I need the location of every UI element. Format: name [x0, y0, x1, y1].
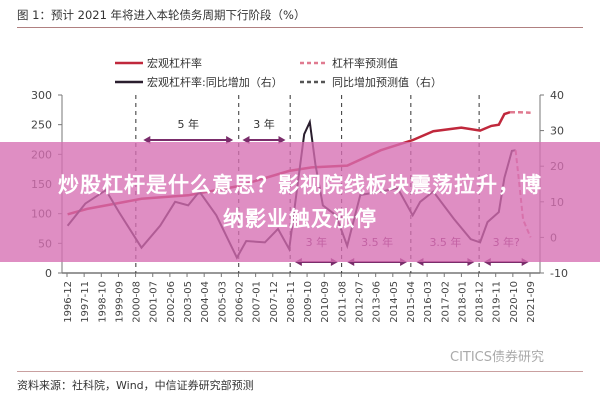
legend-label: 同比增加预测值（右） [332, 75, 442, 89]
legend-label: 杠杆率预测值 [332, 56, 398, 70]
duration-label: 3 年 [253, 117, 275, 131]
x-tick-label: 2000-08 [132, 281, 143, 323]
x-tick-label: 2009-10 [303, 281, 314, 323]
x-tick-label: 2018-12 [475, 281, 486, 323]
x-tick-label: 2003-05 [183, 281, 194, 323]
left-tick-label: 250 [31, 119, 52, 132]
x-tick-label: 2016-03 [423, 281, 434, 323]
figure-title: 图 1：预计 2021 年将进入本轮债务周期下行阶段（%） [17, 8, 306, 22]
x-tick-label: 1999-09 [114, 281, 125, 323]
x-tick-label: 2015-04 [406, 281, 417, 323]
right-tick-label: 40 [550, 89, 564, 102]
headline-line-2: 纳影业触及涨停 [223, 207, 377, 231]
x-tick-label: 2012-07 [355, 281, 366, 323]
x-tick-label: 2011-08 [337, 281, 348, 323]
watermark-logo: CITICS债券研究 [450, 350, 545, 365]
x-tick-label: 1997-11 [80, 281, 91, 323]
x-tick-label: 2004-04 [200, 281, 211, 323]
x-tick-label: 2007-01 [252, 281, 263, 323]
footer-divider [17, 371, 583, 372]
x-tick-label: 2018-01 [457, 281, 468, 323]
legend-label: 宏观杠杆率:同比增加（右） [147, 75, 283, 89]
x-tick-label: 2013-06 [372, 281, 383, 323]
legend-label: 宏观杠杆率 [147, 56, 202, 70]
duration-label: 5 年 [177, 117, 199, 131]
headline-banner[interactable]: 炒股杠杆是什么意思？影视院线板块震荡拉升，博 纳影业触及涨停 [0, 142, 600, 262]
x-tick-label: 2019-11 [492, 281, 503, 323]
right-tick-label: 30 [550, 125, 564, 138]
x-tick-label: 2020-10 [509, 281, 520, 323]
x-tick-label: 2007-12 [269, 281, 280, 323]
x-tick-label: 2001-07 [149, 281, 160, 323]
right-tick-label: -10 [550, 267, 568, 280]
x-tick-label: 2017-02 [440, 281, 451, 323]
x-tick-label: 2006-02 [234, 281, 245, 323]
x-tick-label: 1998-10 [97, 281, 108, 323]
x-tick-label: 2005-03 [217, 281, 228, 323]
left-tick-label: 300 [31, 89, 52, 102]
x-tick-label: 2021-09 [526, 281, 537, 323]
title-divider [17, 27, 583, 28]
x-tick-label: 2010-09 [320, 281, 331, 323]
x-tick-label: 2002-06 [166, 281, 177, 323]
series-line-2 [510, 110, 531, 115]
headline-line-1: 炒股杠杆是什么意思？影视院线板块震荡拉升，博 [58, 173, 542, 197]
source-note: 资料来源：社科院，Wind，中信证券研究部预测 [17, 379, 254, 392]
x-tick-label: 2014-05 [389, 281, 400, 323]
x-tick-label: 1996-12 [63, 281, 74, 323]
left-tick-label: 0 [45, 267, 52, 280]
x-tick-label: 2008-11 [286, 281, 297, 323]
